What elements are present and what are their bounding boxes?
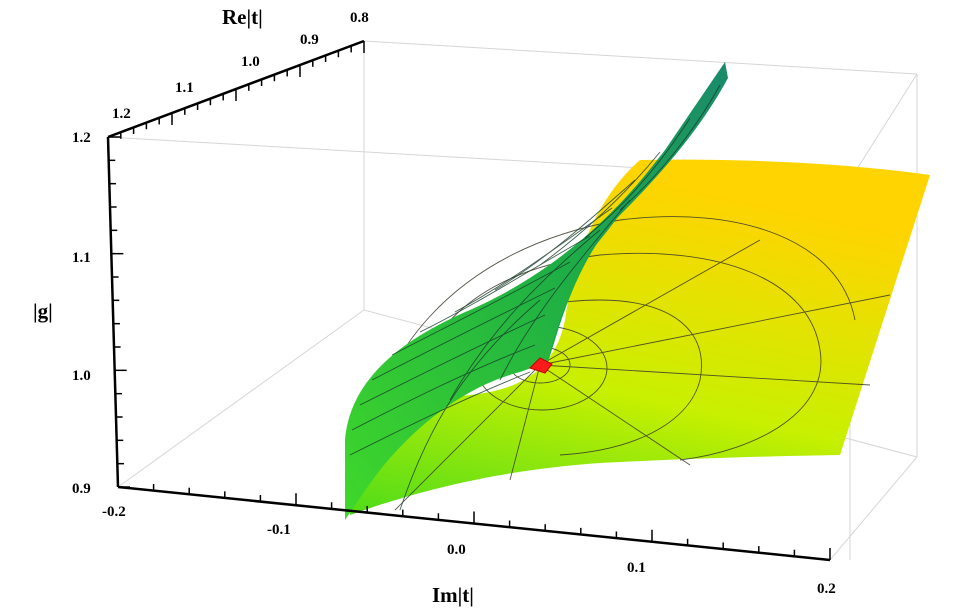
x-tick-label: -0.1 [267, 522, 291, 538]
y-tick-label: 1.0 [241, 54, 260, 70]
axis-ticks [107, 41, 831, 560]
y-axis-label: Re|t| [222, 5, 263, 29]
x-tick-label: -0.2 [102, 504, 126, 520]
x-tick-labels: -0.2 -0.1 0.0 0.1 0.2 [102, 504, 836, 597]
red-marker [529, 357, 553, 374]
x-tick-label: 0.2 [817, 581, 836, 597]
z-tick-labels: 0.9 1.0 1.1 1.2 [72, 130, 91, 497]
z-tick-label: 0.9 [72, 481, 91, 497]
z-tick-label: 1.1 [72, 250, 91, 266]
z-tick-label: 1.2 [72, 130, 91, 146]
z-tick-label: 1.0 [72, 368, 91, 384]
x-tick-label: 0.0 [447, 542, 466, 558]
y-tick-label: 0.8 [350, 10, 369, 26]
y-tick-label: 0.9 [300, 32, 319, 48]
y-tick-label: 1.1 [175, 80, 194, 96]
x-tick-label: 0.1 [627, 560, 646, 576]
y-tick-labels: 0.8 0.9 1.0 1.1 1.2 [112, 10, 369, 122]
surface-green-mesh [349, 84, 721, 511]
x-axis-label: Im|t| [432, 583, 474, 607]
y-tick-label: 1.2 [112, 106, 131, 122]
surface-green [345, 62, 728, 520]
z-axis-label: |g| [33, 299, 53, 323]
z-axis-line [106, 136, 120, 488]
